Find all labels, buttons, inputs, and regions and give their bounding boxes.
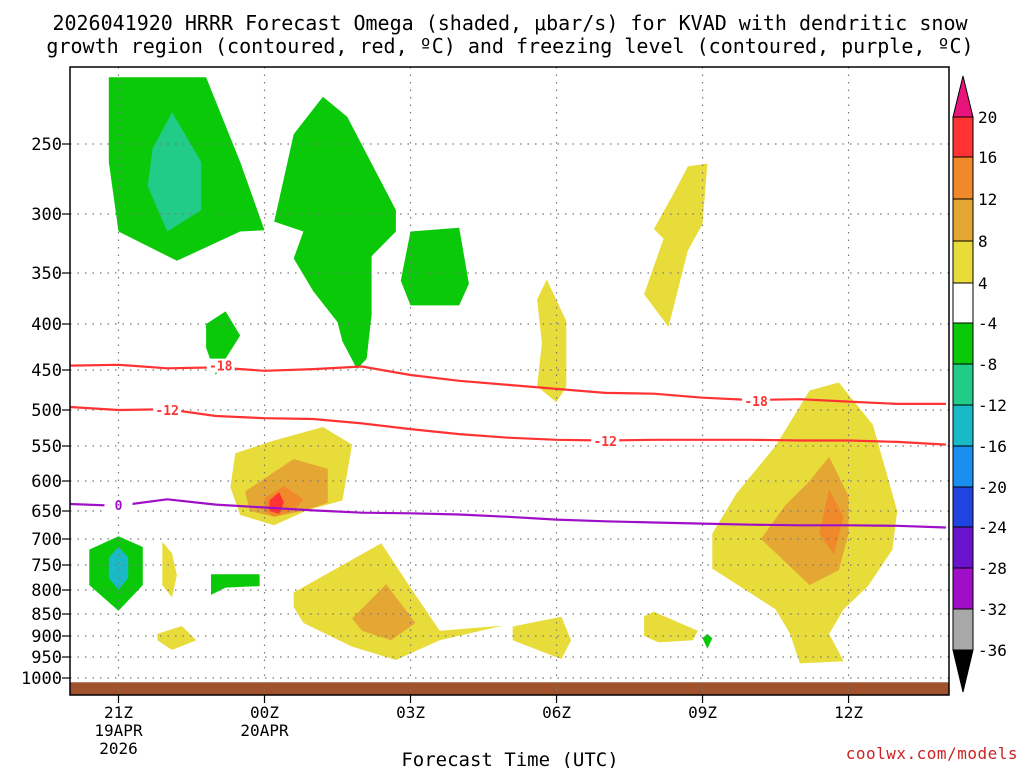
omega-region-p — [352, 584, 416, 641]
colorbar-segment-8 — [952, 445, 974, 488]
contour-label-1-0: -12 — [155, 404, 178, 419]
omega-regions — [89, 77, 898, 664]
y-tick-label-350: 350 — [31, 264, 62, 284]
contour-label-bg — [206, 358, 235, 373]
x-tick-label-03Z-0: 03Z — [396, 703, 425, 722]
plot-frame — [69, 66, 950, 696]
colorbar-label-5: -4 — [978, 314, 997, 333]
contour-label-0-0: -18 — [209, 360, 233, 375]
colorbar-segment-10 — [952, 526, 974, 569]
x-tick-label-12Z-0: 12Z — [834, 703, 863, 722]
x-tick-label-09Z-0: 09Z — [688, 703, 717, 722]
y-tick-label-650: 650 — [31, 502, 62, 522]
y-tick-label-700: 700 — [31, 530, 62, 550]
omega-region-t — [537, 279, 567, 403]
colorbar-segment-2 — [952, 198, 974, 242]
colorbar-segment-4 — [952, 282, 974, 324]
y-tick-label-600: 600 — [31, 472, 62, 492]
x-axis-label: Forecast Time (UTC) — [401, 749, 618, 768]
omega-region-u — [644, 163, 708, 327]
omega-region-h — [211, 574, 260, 595]
colorbar-label-12: -32 — [978, 600, 1007, 619]
omega-region-q — [512, 616, 572, 660]
omega-region-d — [400, 227, 469, 306]
chart-title-line-2: growth region (contoured, red, ºC) and f… — [46, 34, 973, 58]
colorbar-segment-7 — [952, 404, 974, 447]
colorbar-label-1: 16 — [978, 148, 997, 167]
contour-line-2 — [69, 498, 946, 529]
contour-line-1 — [69, 405, 946, 446]
x-tick-label-00Z-1: 20APR — [240, 721, 289, 740]
y-tick-label-900: 900 — [31, 627, 62, 647]
colorbar-segment-11 — [952, 567, 974, 610]
colorbar-top-arrow — [952, 75, 974, 118]
y-tick-label-1000: 1000 — [21, 669, 62, 689]
y-tick-label-400: 400 — [31, 315, 62, 335]
colorbar-label-3: 8 — [978, 232, 988, 251]
y-tick-label-800: 800 — [31, 581, 62, 601]
contour-label-bg — [742, 393, 771, 408]
colorbar-label-10: -24 — [978, 518, 1007, 537]
contour-label-bg — [104, 498, 133, 513]
colorbar-label-4: 4 — [978, 274, 988, 293]
omega-region-w — [760, 456, 849, 586]
credit-link[interactable]: coolwx.com/models — [846, 744, 1018, 763]
colorbar-label-11: -28 — [978, 559, 1007, 578]
x-tick-label-21Z-1: 19APR — [94, 721, 143, 740]
colorbar-label-9: -20 — [978, 478, 1007, 497]
colorbar-segment-9 — [952, 486, 974, 528]
colorbar-segment-6 — [952, 363, 974, 406]
colorbar-segment-12 — [952, 608, 974, 651]
y-tick-label-300: 300 — [31, 205, 62, 225]
colorbar-segment-3 — [952, 240, 974, 284]
colorbar-label-7: -12 — [978, 396, 1007, 415]
x-tick-label-06Z-0: 06Z — [542, 703, 571, 722]
omega-region-c — [274, 96, 396, 370]
omega-region-g — [108, 547, 129, 590]
colorbar: 20 16 12 8 4 -4 -8 -12 -16 -20 -24 -28 -32 -36 — [952, 75, 1007, 693]
colorbar-label-2: 12 — [978, 190, 997, 209]
colorbar-label-6: -8 — [978, 355, 997, 374]
omega-region-n — [157, 626, 197, 650]
x-tick-label-21Z-0: 21Z — [104, 703, 133, 722]
y-tick-label-250: 250 — [31, 135, 62, 155]
omega-region-r — [644, 611, 698, 643]
contour-label-2-0: 0 — [115, 499, 123, 514]
ground-bar — [70, 682, 949, 695]
colorbar-segment-5 — [952, 322, 974, 365]
y-tick-label-750: 750 — [31, 556, 62, 576]
colorbar-segment-0 — [952, 116, 974, 158]
omega-region-m — [162, 541, 177, 598]
contour-label-bg — [153, 403, 182, 417]
y-tick-label-550: 550 — [31, 437, 62, 457]
colorbar-bottom-arrow — [952, 649, 974, 693]
omega-region-x — [819, 489, 844, 555]
y-tick-label-500: 500 — [31, 401, 62, 421]
colorbar-segment-1 — [952, 156, 974, 200]
y-tick-label-950: 950 — [31, 648, 62, 668]
colorbar-label-8: -16 — [978, 437, 1007, 456]
chart-title-line-1: 2026041920 HRRR Forecast Omega (shaded, … — [52, 11, 968, 35]
omega-region-b — [147, 112, 202, 232]
y-axis: 2503003504004505005506006507007508008509… — [21, 135, 70, 689]
y-tick-label-450: 450 — [31, 361, 62, 381]
contour-label-0-1: -18 — [744, 395, 768, 410]
omega-region-s — [702, 633, 713, 649]
ground-terrain — [70, 682, 949, 695]
contour-label-bg — [591, 434, 620, 449]
x-tick-label-00Z-0: 00Z — [250, 703, 279, 722]
x-tick-label-21Z-2: 2026 — [99, 739, 138, 758]
temperature-contours: -18 -18 -12 -12 0 — [69, 358, 946, 529]
contour-label-1-1: -12 — [593, 435, 616, 450]
colorbar-label-13: -36 — [978, 641, 1007, 660]
colorbar-label-0: 20 — [978, 108, 997, 127]
y-tick-label-850: 850 — [31, 605, 62, 625]
